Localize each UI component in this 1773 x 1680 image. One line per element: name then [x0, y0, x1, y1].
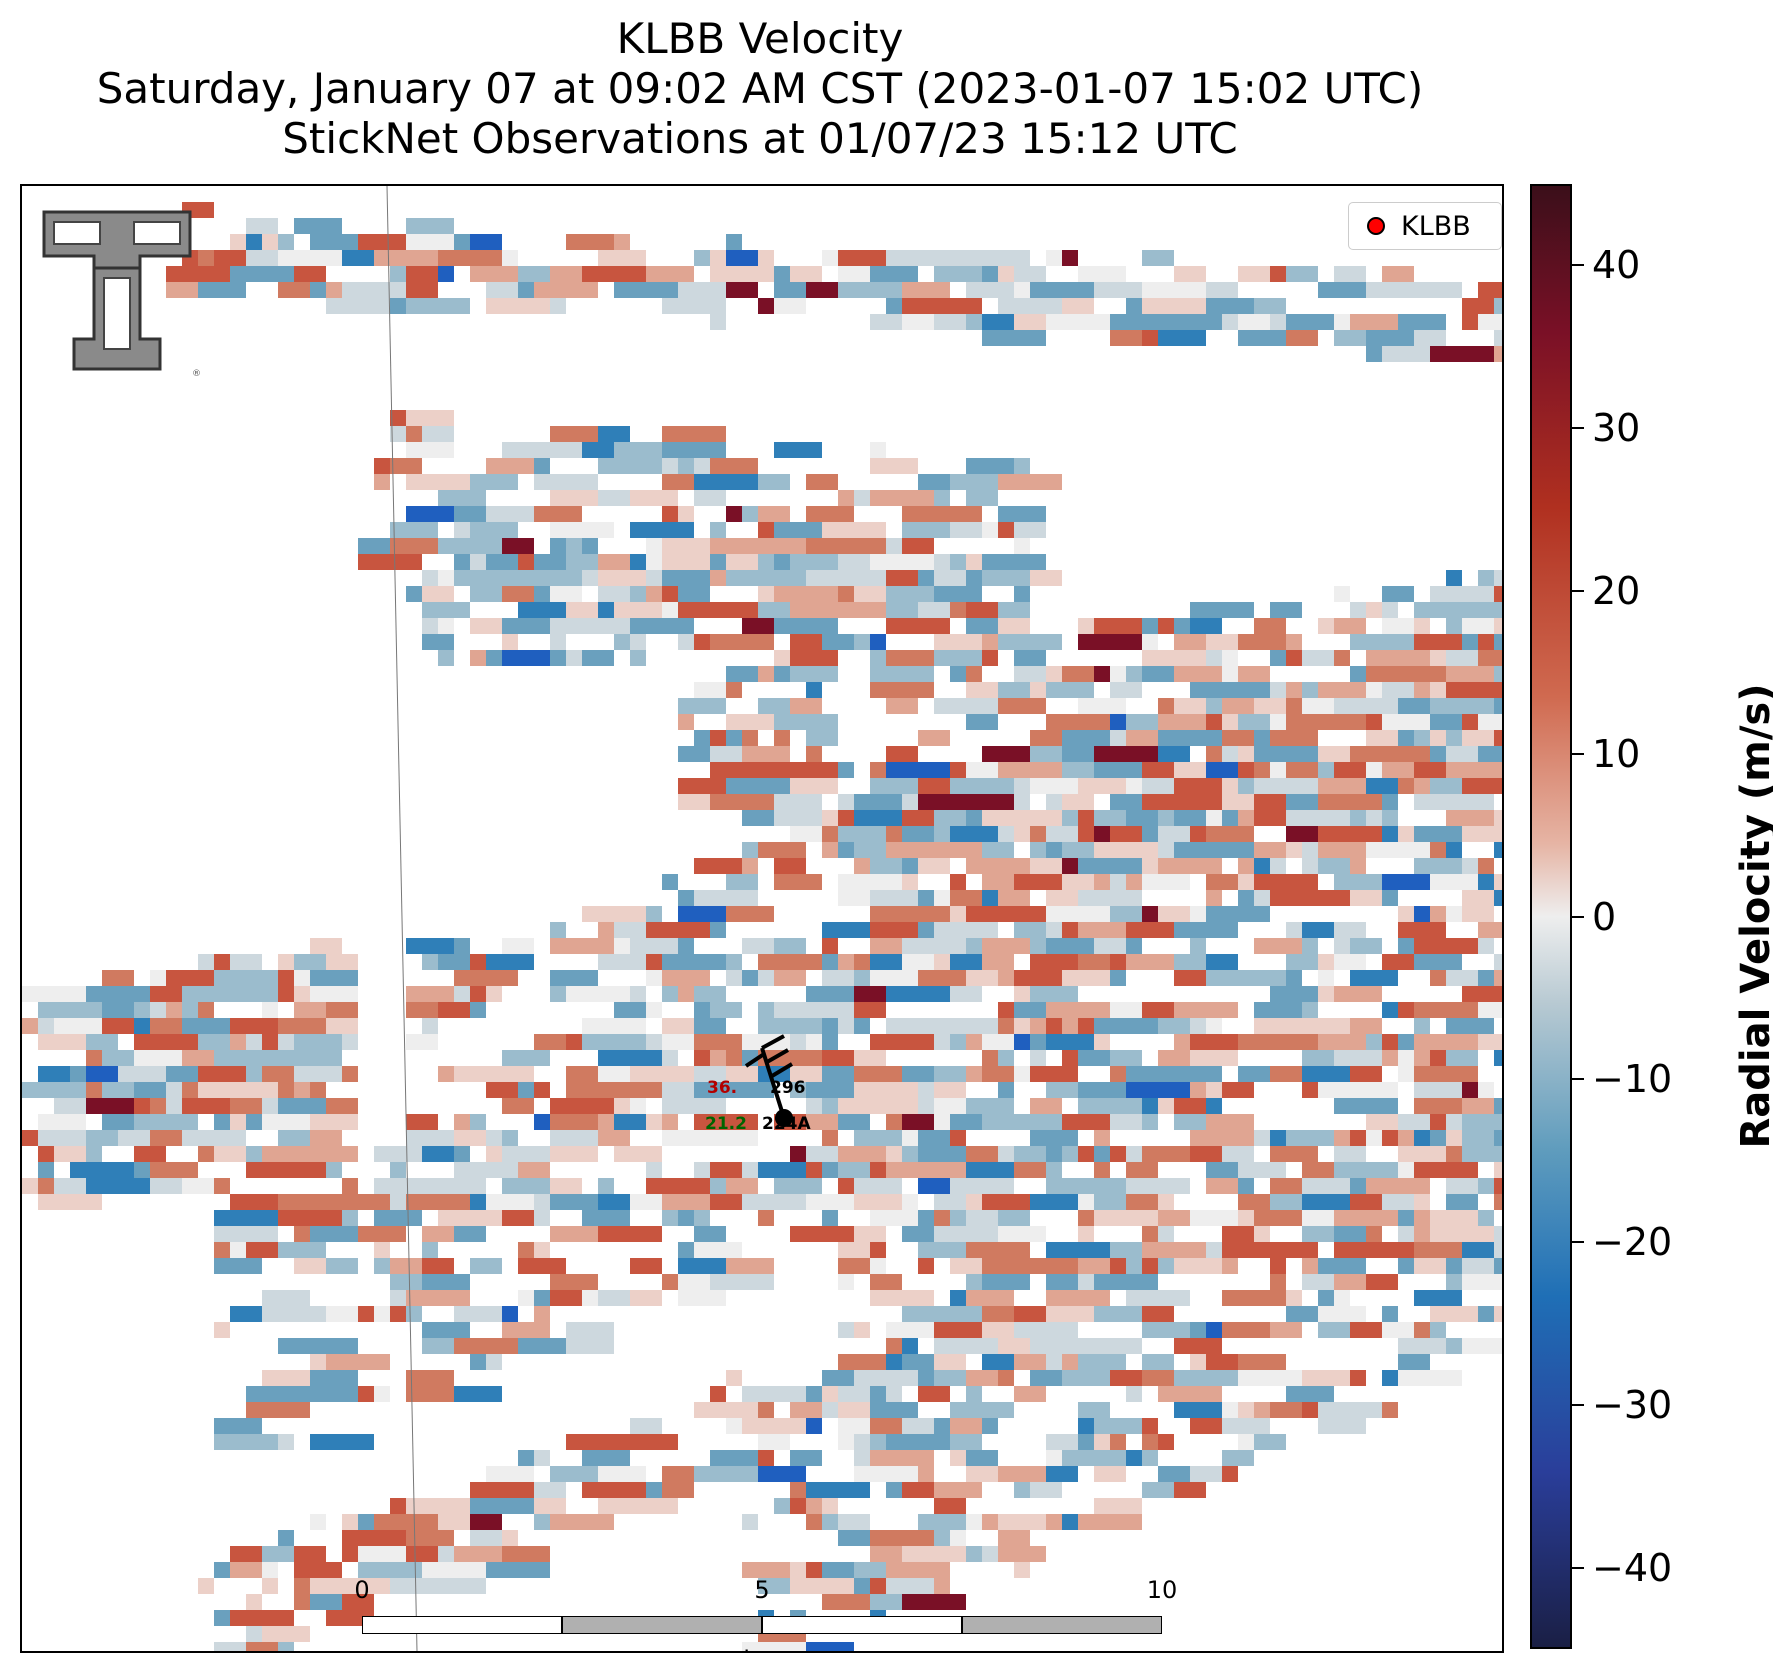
- scale-seg-2: [562, 1616, 762, 1634]
- colorbar-tick-label: −40: [1592, 1545, 1673, 1590]
- colorbar-tick-mark: [1572, 915, 1584, 918]
- colorbar-tick-label: 40: [1592, 243, 1641, 288]
- title-line-time: Saturday, January 07 at 09:02 AM CST (20…: [96, 64, 1424, 113]
- colorbar-tick-mark: [1572, 1078, 1584, 1081]
- scale-tick-10: 10: [1146, 1576, 1178, 1604]
- colorbar-tick-label: −30: [1592, 1382, 1673, 1427]
- station-marker-icon: [775, 1109, 793, 1127]
- title-line-observations: StickNet Observations at 01/07/23 15:12 …: [282, 114, 1238, 163]
- colorbar-title: Radial Velocity (m/s): [1733, 683, 1773, 1149]
- scale-seg-4: [962, 1616, 1162, 1634]
- colorbar-tick-label: 10: [1592, 731, 1641, 776]
- colorbar-tick-mark: [1572, 264, 1584, 267]
- colorbar-tick-mark: [1572, 752, 1584, 755]
- legend-label-klbb: KLBB: [1401, 210, 1471, 242]
- map-title: KLBB Velocity Saturday, January 07 at 09…: [0, 14, 1520, 164]
- colorbar-tick-mark: [1572, 589, 1584, 592]
- title-line-radar: KLBB Velocity: [616, 14, 904, 63]
- station-plot: [744, 1034, 794, 1127]
- county-line: [386, 186, 418, 1651]
- radar-site-marker-icon: [1367, 217, 1385, 235]
- texas-tech-logo-icon: ®: [42, 210, 200, 379]
- svg-text:®: ®: [192, 369, 200, 379]
- station-temperature: 36.: [707, 1078, 738, 1098]
- colorbar-tick-label: 30: [1592, 406, 1641, 451]
- colorbar-tick-label: −20: [1592, 1220, 1673, 1265]
- scale-tick-5: 5: [754, 1576, 770, 1604]
- colorbar-tick-label: −10: [1592, 1057, 1673, 1102]
- radar-map: ® KLBB 36. 296 21.2 224A 0 5 10 km: [20, 184, 1504, 1653]
- station-pressure: 296: [770, 1078, 806, 1098]
- scale-tick-0: 0: [354, 1576, 370, 1604]
- colorbar-tick-label: 20: [1592, 568, 1641, 613]
- velocity-colorbar: [1530, 184, 1572, 1649]
- colorbar-tick-mark: [1572, 1241, 1584, 1244]
- scale-seg-3: [762, 1616, 962, 1634]
- map-legend: KLBB: [1348, 202, 1502, 250]
- radar-velocity-field: [22, 186, 1502, 1651]
- colorbar-tick-mark: [1572, 1566, 1584, 1569]
- wind-barb-icon: [744, 1034, 794, 1119]
- station-id: 224A: [762, 1114, 811, 1134]
- scale-unit: km: [743, 1646, 780, 1651]
- scale-bar: 0 5 10 km: [354, 1576, 1177, 1651]
- station-dewpoint: 21.2: [705, 1114, 747, 1134]
- colorbar-tick-mark: [1572, 427, 1584, 430]
- colorbar-tick-mark: [1572, 1403, 1584, 1406]
- scale-seg-1: [362, 1616, 562, 1634]
- colorbar-tick-label: 0: [1592, 894, 1617, 939]
